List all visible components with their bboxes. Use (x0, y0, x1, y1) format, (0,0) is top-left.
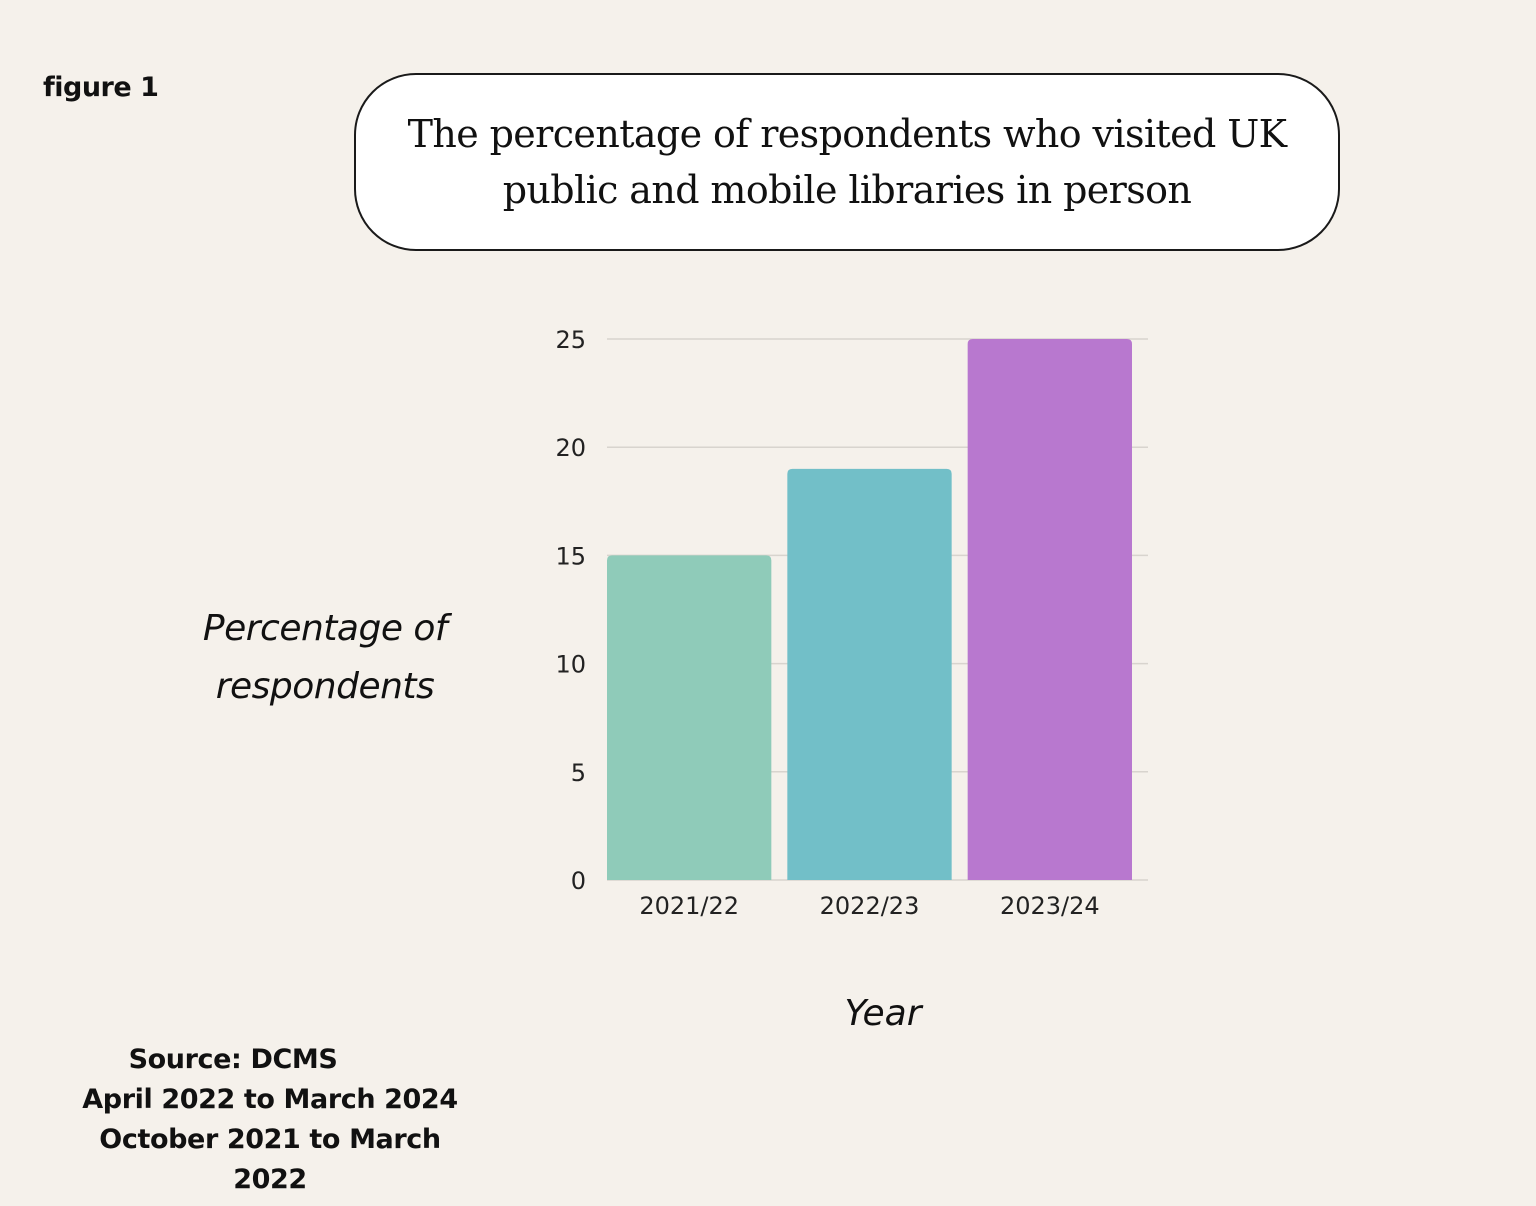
source-period-line: April 2022 to March 2024 (82, 1084, 458, 1115)
figure-label: figure 1 (43, 72, 159, 103)
source-period-line: 2022 (233, 1164, 307, 1195)
x-axis-label: Year (844, 993, 922, 1034)
x-tick-label: 2022/23 (820, 892, 920, 920)
chart-title-box: The percentage of respondents who visite… (354, 73, 1340, 251)
bar-2022-23 (787, 468, 952, 880)
y-tick-label: 5 (571, 759, 586, 787)
y-axis-label: Percentage of respondents (202, 608, 448, 707)
bar-2023-24 (967, 339, 1132, 880)
chart-title: The percentage of respondents who visite… (407, 112, 1287, 212)
x-tick-label: 2023/24 (1000, 892, 1100, 920)
y-tick-label: 25 (555, 326, 586, 354)
y-tick-label: 15 (555, 542, 586, 570)
y-tick-label: 20 (555, 434, 586, 462)
source-period-line: October 2021 to March (99, 1124, 441, 1155)
source-note: Source: DCMS April 2022 to March 2024 Oc… (70, 1040, 470, 1200)
bar-2021-22 (607, 555, 772, 880)
x-tick-label: 2021/22 (639, 892, 739, 920)
y-tick-label: 0 (571, 867, 586, 895)
source-line: Source: DCMS (128, 1044, 338, 1075)
y-tick-label: 10 (555, 651, 586, 679)
